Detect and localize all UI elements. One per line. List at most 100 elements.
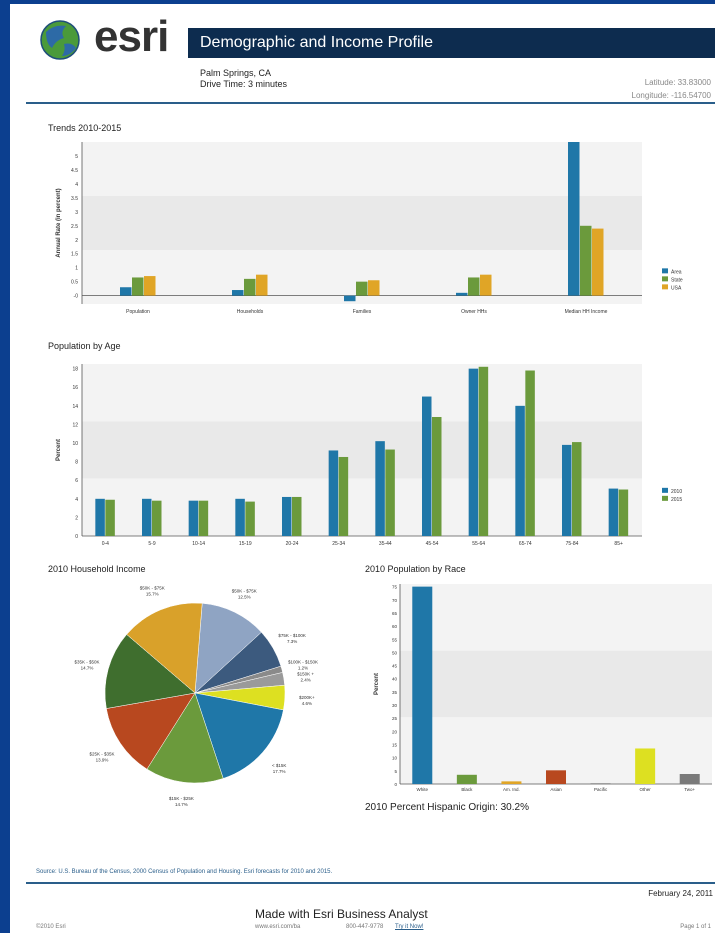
footer-divider [26,882,715,884]
report-title: Demographic and Income Profile [188,28,715,58]
y-tick-label: 70 [392,598,398,603]
y-tick-label: 4.5 [71,168,78,174]
pie-pct: 14.7% [81,665,94,670]
legend-label: State [671,277,683,283]
bar [188,500,199,536]
legend-swatch [662,268,668,274]
y-tick-label: 14 [72,404,78,410]
pie-pct: 13.9% [96,757,109,762]
bar [292,496,302,536]
bar [256,274,268,296]
legend-swatch [662,284,668,290]
y-axis-label: Annual Rate (in percent) [56,188,62,257]
y-tick-label: 4 [75,182,78,188]
legend-swatch [662,495,668,501]
coordinates: Latitude: 33.83000 Longitude: -116.54700 [632,76,711,102]
bar [338,456,349,536]
pie-pct: 1.2% [298,665,308,670]
bar [198,500,209,536]
pie-label: $75K - $100K [278,633,306,638]
bar [356,281,368,296]
y-tick-label: 30 [392,703,398,708]
y-tick-label: 3.5 [71,196,78,202]
y-tick-label: 2.5 [71,224,78,230]
y-tick-label: 2 [75,238,78,244]
y-tick-label: 6 [75,478,78,484]
pie-label: $150K + [297,671,314,676]
bar [608,488,619,536]
pie-label: $15K - $25K [169,796,194,801]
bar [580,225,592,296]
age-chart: 0 2 4 6 8 10 12 14 16 18 Percent 0-4 5-9 10-14 15-19 20… [56,364,682,547]
pie-pct: 14.7% [175,802,188,807]
y-tick-label: 4 [75,497,78,503]
x-tick-label: Other [640,787,652,792]
pie-pct: 12.5% [238,594,251,599]
bar [368,280,380,296]
bar [142,498,152,536]
x-tick-label: Families [353,309,372,315]
x-tick-label: Asian [550,787,562,792]
drive-time: Drive Time: 3 minutes [200,79,288,89]
bar [144,276,156,296]
report-date: February 24, 2011 [648,889,713,898]
pie-label: $50K - $75K [140,585,165,590]
y-tick-label: 8 [75,460,78,466]
y-axis-label: Percent [56,439,62,461]
x-tick-label: White [417,787,429,792]
bar [618,489,629,536]
y-tick-label: 55 [392,637,398,642]
hispanic-note: 2010 Percent Hispanic Origin: 30.2% [365,802,529,813]
bar [422,396,432,536]
x-tick-label: 10-14 [192,541,205,547]
bar [515,405,525,536]
bar [590,783,611,784]
pie-label: $35K - $50K [74,659,99,664]
bar [235,498,245,536]
y-tick-label: 60 [392,624,398,629]
y-tick-label: 18 [72,367,78,373]
x-tick-label: 25-34 [332,541,345,547]
legend-label: 2015 [671,497,682,503]
legend-label: 2010 [671,489,682,495]
header-divider [26,102,715,104]
bar [468,277,480,296]
bar [344,295,356,302]
bar [572,442,582,536]
x-tick-label: 85+ [614,541,623,547]
pie-label: $25K - $35K [89,751,114,756]
bar [412,586,433,784]
pie-label: $100K - $150K [288,659,318,664]
x-tick-label: 35-44 [379,541,392,547]
x-tick-label: Owner HHs [461,309,487,315]
plot-band [82,478,642,536]
plot-band [82,196,642,250]
x-tick-label: 45-54 [426,541,439,547]
bar [385,449,395,536]
race-chart: 0 5 10 15 20 25 30 35 40 45 50 55 60 65 70 75 Percent Whi… [374,584,712,792]
globe-icon [40,20,80,60]
bar [375,441,385,536]
made-with-text: Made with Esri Business Analyst [255,907,428,921]
website: www.esri.com/ba [255,924,301,930]
bar [244,278,256,296]
x-tick-label: 65-74 [519,541,532,547]
y-tick-label: 5 [75,154,78,160]
y-axis-label: Percent [374,673,380,695]
pie-slice [106,692,196,770]
y-tick-label: 10 [392,756,398,761]
x-tick-label: Black [461,787,473,792]
y-tick-label: 50 [392,650,398,655]
trends-chart: -0 0.5 1 1.5 2 2.5 3 3.5 4 4.5 5 Annual Rate (in pe… [56,142,683,315]
plot-band [400,650,712,718]
x-tick-label: Two+ [684,787,695,792]
try-it-link[interactable]: Try it Now! [395,924,424,930]
plot-band [82,364,642,422]
bar [480,274,492,296]
location-info: Palm Springs, CA Drive Time: 3 minutes [200,68,287,90]
y-tick-label: 1.5 [71,252,78,258]
y-tick-label: 75 [392,585,398,590]
y-tick-label: 65 [392,611,398,616]
bar [132,277,144,296]
